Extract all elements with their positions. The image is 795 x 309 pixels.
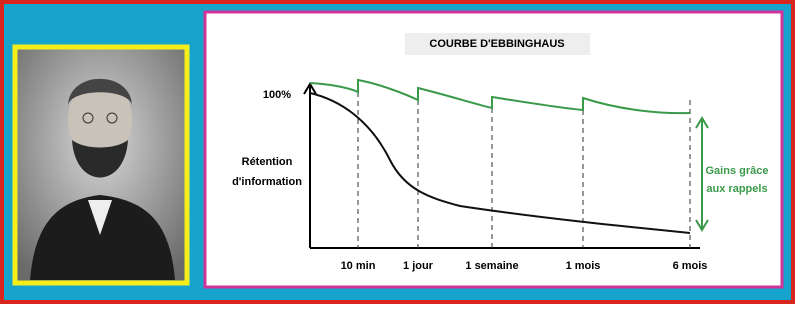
x-label: 6 mois — [673, 260, 708, 272]
x-label: 1 jour — [403, 260, 434, 272]
y-axis-label: Rétention — [242, 156, 293, 168]
x-label: 1 semaine — [465, 260, 518, 272]
portrait — [15, 47, 187, 283]
x-label: 10 min — [341, 260, 376, 272]
y-top-label: 100% — [263, 89, 291, 101]
annotation: aux rappels — [706, 183, 767, 195]
annotation: Gains grâce — [706, 165, 769, 177]
x-label: 1 mois — [566, 260, 601, 272]
y-axis-label: d'information — [232, 176, 302, 188]
page: COURBE D'EBBINGHAUS 100% Rétention d'inf… — [0, 0, 795, 304]
title: COURBE D'EBBINGHAUS — [429, 38, 564, 50]
